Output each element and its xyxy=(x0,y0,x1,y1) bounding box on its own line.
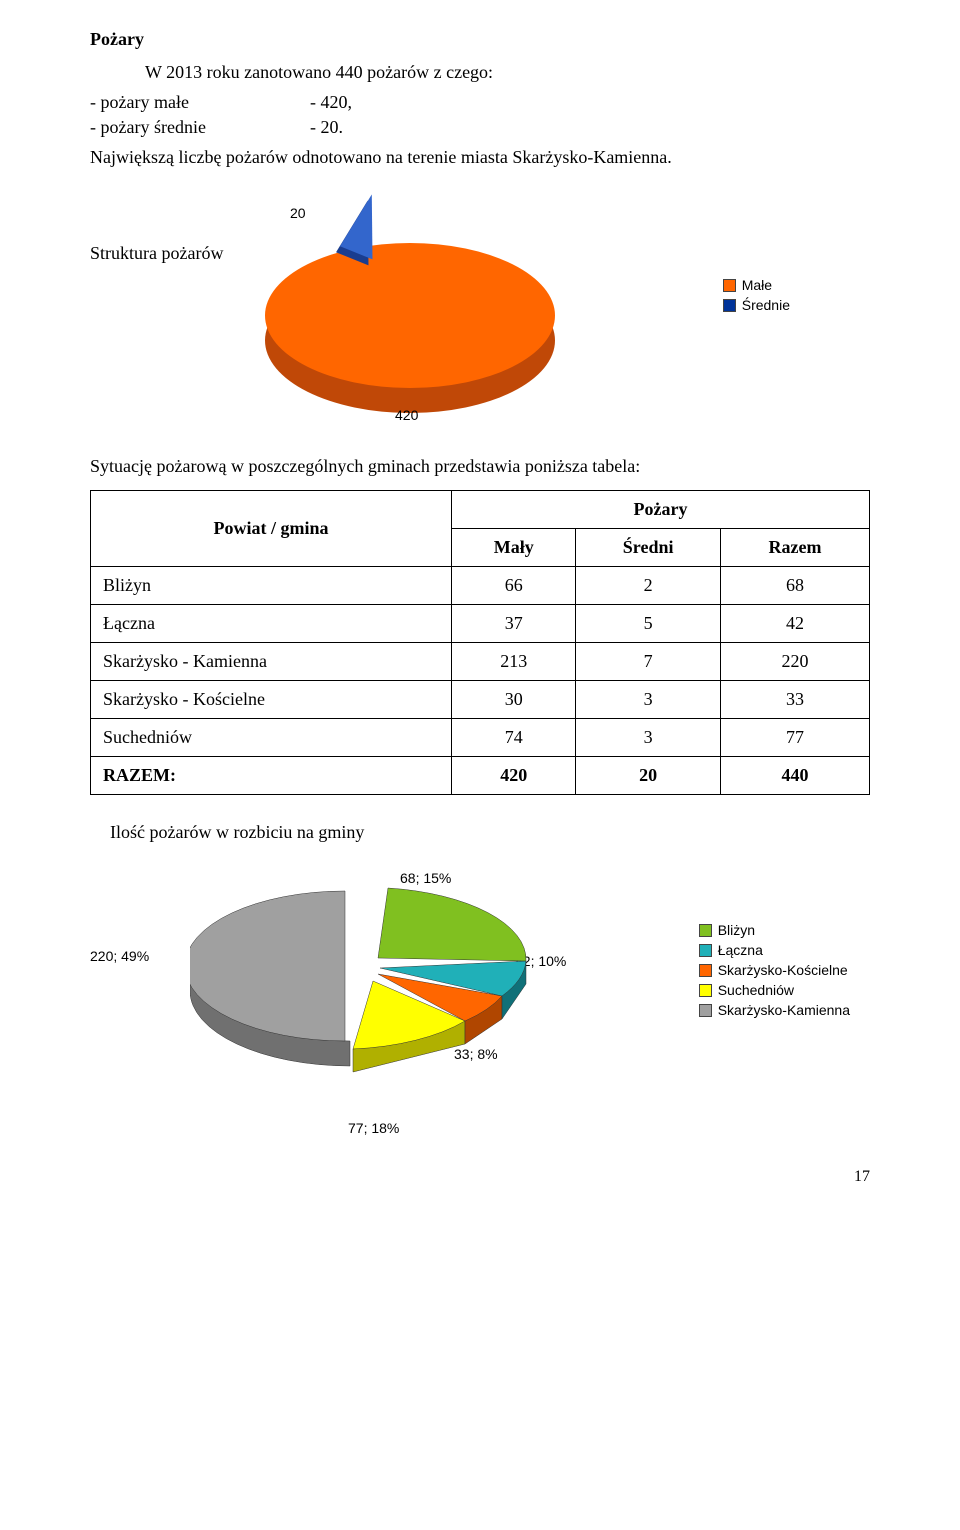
bullet-label: - pożary średnie xyxy=(90,117,280,138)
swatch-icon xyxy=(723,299,736,312)
chart1-top-value: 20 xyxy=(290,205,306,221)
chart1-title: Struktura pożarów xyxy=(90,243,223,264)
table-row: Łączna37542 xyxy=(91,605,870,643)
table-row-total: RAZEM:42020440 xyxy=(91,757,870,795)
bullet-value: - 20. xyxy=(310,117,370,138)
th-gmina: Powiat / gmina xyxy=(91,491,452,567)
table-row: Skarżysko - Kościelne30333 xyxy=(91,681,870,719)
legend-item: Małe xyxy=(723,277,790,293)
cell: 42 xyxy=(720,605,869,643)
cell: 7 xyxy=(576,643,721,681)
swatch-icon xyxy=(699,964,712,977)
legend-label: Średnie xyxy=(742,297,790,313)
swatch-icon xyxy=(723,279,736,292)
legend-label: Skarżysko-Kościelne xyxy=(718,962,848,978)
legend-item: Skarżysko-Kościelne xyxy=(699,962,850,978)
chart2-label-left: 220; 49% xyxy=(90,948,149,964)
th-group: Pożary xyxy=(452,491,870,529)
cell: 213 xyxy=(452,643,576,681)
chart2-label-bottom: 77; 18% xyxy=(348,1120,399,1136)
cell-name: Łączna xyxy=(91,605,452,643)
legend-item: Suchedniów xyxy=(699,982,850,998)
chart1-legend: Małe Średnie xyxy=(723,273,790,317)
pie3d-chart2 xyxy=(190,876,550,1106)
cell: 37 xyxy=(452,605,576,643)
legend-item: Łączna xyxy=(699,942,850,958)
legend-item: Średnie xyxy=(723,297,790,313)
table-caption: Sytuację pożarową w poszczególnych gmina… xyxy=(90,453,870,480)
cell: 77 xyxy=(720,719,869,757)
chart2-title: Ilość pożarów w rozbiciu na gminy xyxy=(110,819,870,846)
cell: 440 xyxy=(720,757,869,795)
cell-name: Bliżyn xyxy=(91,567,452,605)
cell: 33 xyxy=(720,681,869,719)
swatch-icon xyxy=(699,924,712,937)
legend-label: Łączna xyxy=(718,942,763,958)
chart1-bottom-value: 420 xyxy=(395,407,418,423)
note-text: Największą liczbę pożarów odnotowano na … xyxy=(90,144,870,171)
legend-label: Bliżyn xyxy=(718,922,755,938)
intro-text: W 2013 roku zanotowano 440 pożarów z cze… xyxy=(145,59,870,86)
bullet-label: - pożary małe xyxy=(90,92,280,113)
table-row: Suchedniów74377 xyxy=(91,719,870,757)
cell: 3 xyxy=(576,719,721,757)
cell-name: Skarżysko - Kościelne xyxy=(91,681,452,719)
fires-table: Powiat / gmina Pożary Mały Średni Razem … xyxy=(90,490,870,795)
cell: 30 xyxy=(452,681,576,719)
table-row: Skarżysko - Kamienna2137220 xyxy=(91,643,870,681)
th-col: Średni xyxy=(576,529,721,567)
table-row: Bliżyn66268 xyxy=(91,567,870,605)
section-title: Pożary xyxy=(90,26,870,53)
legend-item: Bliżyn xyxy=(699,922,850,938)
cell: 68 xyxy=(720,567,869,605)
chart-struktura: Struktura pożarów 20 420 Małe Średnie xyxy=(90,183,870,423)
swatch-icon xyxy=(699,1004,712,1017)
legend-label: Małe xyxy=(742,277,772,293)
chart-gminy: 68; 15% 42; 10% 33; 8% 77; 18% 220; 49% … xyxy=(90,848,870,1148)
th-col: Mały xyxy=(452,529,576,567)
cell-name: Suchedniów xyxy=(91,719,452,757)
swatch-icon xyxy=(699,944,712,957)
cell: 5 xyxy=(576,605,721,643)
legend-label: Skarżysko-Kamienna xyxy=(718,1002,850,1018)
swatch-icon xyxy=(699,984,712,997)
chart2-legend: Bliżyn Łączna Skarżysko-Kościelne Suched… xyxy=(699,918,850,1022)
cell-name: Skarżysko - Kamienna xyxy=(91,643,452,681)
cell: 74 xyxy=(452,719,576,757)
th-col: Razem xyxy=(720,529,869,567)
cell: 20 xyxy=(576,757,721,795)
cell: 220 xyxy=(720,643,869,681)
cell: 66 xyxy=(452,567,576,605)
cell-name: RAZEM: xyxy=(91,757,452,795)
page-number: 17 xyxy=(90,1168,870,1186)
cell: 2 xyxy=(576,567,721,605)
legend-item: Skarżysko-Kamienna xyxy=(699,1002,850,1018)
cell: 3 xyxy=(576,681,721,719)
legend-label: Suchedniów xyxy=(718,982,794,998)
cell: 420 xyxy=(452,757,576,795)
bullet-value: - 420, xyxy=(310,92,370,113)
